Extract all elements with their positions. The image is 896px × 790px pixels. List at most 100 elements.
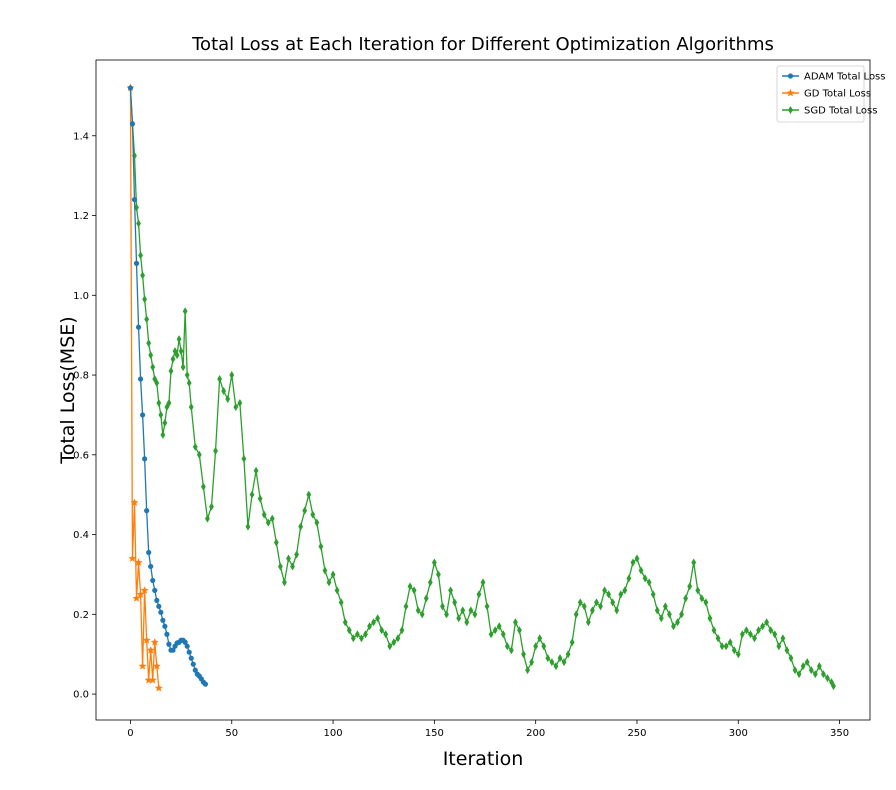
data-point: [182, 639, 188, 645]
data-point: [330, 570, 336, 579]
data-point: [225, 394, 231, 403]
data-point: [146, 339, 152, 348]
data-point: [202, 681, 209, 687]
data-point: [569, 638, 575, 647]
data-point: [671, 622, 676, 631]
data-point: [549, 658, 555, 667]
data-point: [322, 566, 328, 575]
data-point: [184, 643, 190, 649]
data-point: [504, 642, 510, 651]
y-tick-label: 1.2: [73, 211, 89, 222]
data-point: [249, 490, 255, 499]
data-point: [282, 578, 287, 587]
data-point: [200, 482, 206, 491]
data-point: [480, 578, 486, 587]
data-point: [594, 598, 599, 607]
series-line: [129, 87, 835, 687]
data-point: [294, 550, 299, 559]
data-point: [711, 626, 717, 635]
data-point: [784, 646, 790, 655]
y-tick-label: 1.0: [73, 291, 89, 302]
data-point: [776, 642, 782, 651]
data-point: [261, 510, 267, 519]
data-point: [715, 634, 721, 643]
data-point: [213, 446, 218, 455]
data-point: [723, 642, 729, 651]
data-point: [150, 638, 159, 646]
data-point: [150, 577, 156, 584]
data-point: [192, 442, 198, 451]
data-point: [748, 630, 753, 639]
data-point: [338, 598, 344, 607]
data-point: [399, 626, 405, 635]
data-point: [144, 315, 150, 324]
data-point: [739, 630, 745, 639]
data-point: [561, 658, 567, 667]
data-point: [142, 295, 148, 304]
data-point: [229, 371, 235, 380]
data-point: [346, 626, 352, 635]
data-point: [646, 578, 652, 587]
data-point: [241, 454, 247, 463]
data-point: [448, 586, 453, 595]
data-point: [468, 606, 474, 615]
data-point: [148, 675, 157, 684]
data-point: [383, 630, 389, 639]
y-tick-label: 0.0: [73, 690, 89, 701]
data-point: [452, 598, 458, 607]
data-point: [658, 614, 664, 623]
legend-box: [776, 65, 865, 123]
data-point: [140, 271, 146, 280]
data-point: [796, 670, 802, 679]
data-point: [533, 642, 539, 651]
data-point: [233, 402, 239, 411]
data-point: [699, 594, 705, 603]
data-point: [158, 410, 164, 419]
data-point: [415, 606, 421, 615]
x-tick-label: 150: [425, 728, 444, 739]
data-point: [735, 650, 741, 659]
data-point: [444, 610, 449, 619]
data-point: [146, 549, 152, 556]
data-point: [164, 631, 170, 637]
data-point: [178, 347, 184, 356]
data-point: [812, 670, 818, 679]
data-point: [630, 558, 636, 567]
data-point: [557, 654, 563, 663]
data-point: [573, 610, 579, 619]
data-point: [407, 582, 413, 591]
data-point: [182, 307, 188, 316]
series-adam-total-loss: [127, 85, 209, 687]
series-sgd-total-loss: [128, 83, 836, 691]
data-point: [196, 450, 202, 459]
data-point: [642, 574, 648, 583]
y-tick-label: 0.8: [73, 371, 89, 382]
data-point: [565, 650, 571, 659]
data-point: [131, 196, 138, 203]
data-point: [188, 655, 194, 661]
data-point: [800, 662, 806, 671]
data-point: [675, 618, 680, 627]
data-point: [148, 351, 154, 360]
data-point: [581, 602, 587, 611]
data-point: [606, 590, 612, 599]
data-point: [154, 683, 163, 692]
data-point: [614, 606, 620, 615]
data-point: [440, 602, 445, 611]
data-point: [174, 351, 180, 360]
data-point: [148, 563, 154, 570]
data-point: [136, 219, 141, 228]
data-point: [752, 634, 757, 643]
data-point: [363, 630, 368, 639]
data-point: [488, 630, 494, 639]
data-point: [808, 666, 814, 675]
data-point: [508, 646, 514, 655]
legend-marker: [787, 73, 794, 79]
data-point: [650, 590, 656, 599]
data-point: [221, 386, 227, 395]
data-point: [354, 630, 360, 639]
data-point: [142, 636, 151, 644]
data-point: [634, 554, 640, 563]
y-axis-label: Total Loss(MSE): [57, 316, 79, 464]
